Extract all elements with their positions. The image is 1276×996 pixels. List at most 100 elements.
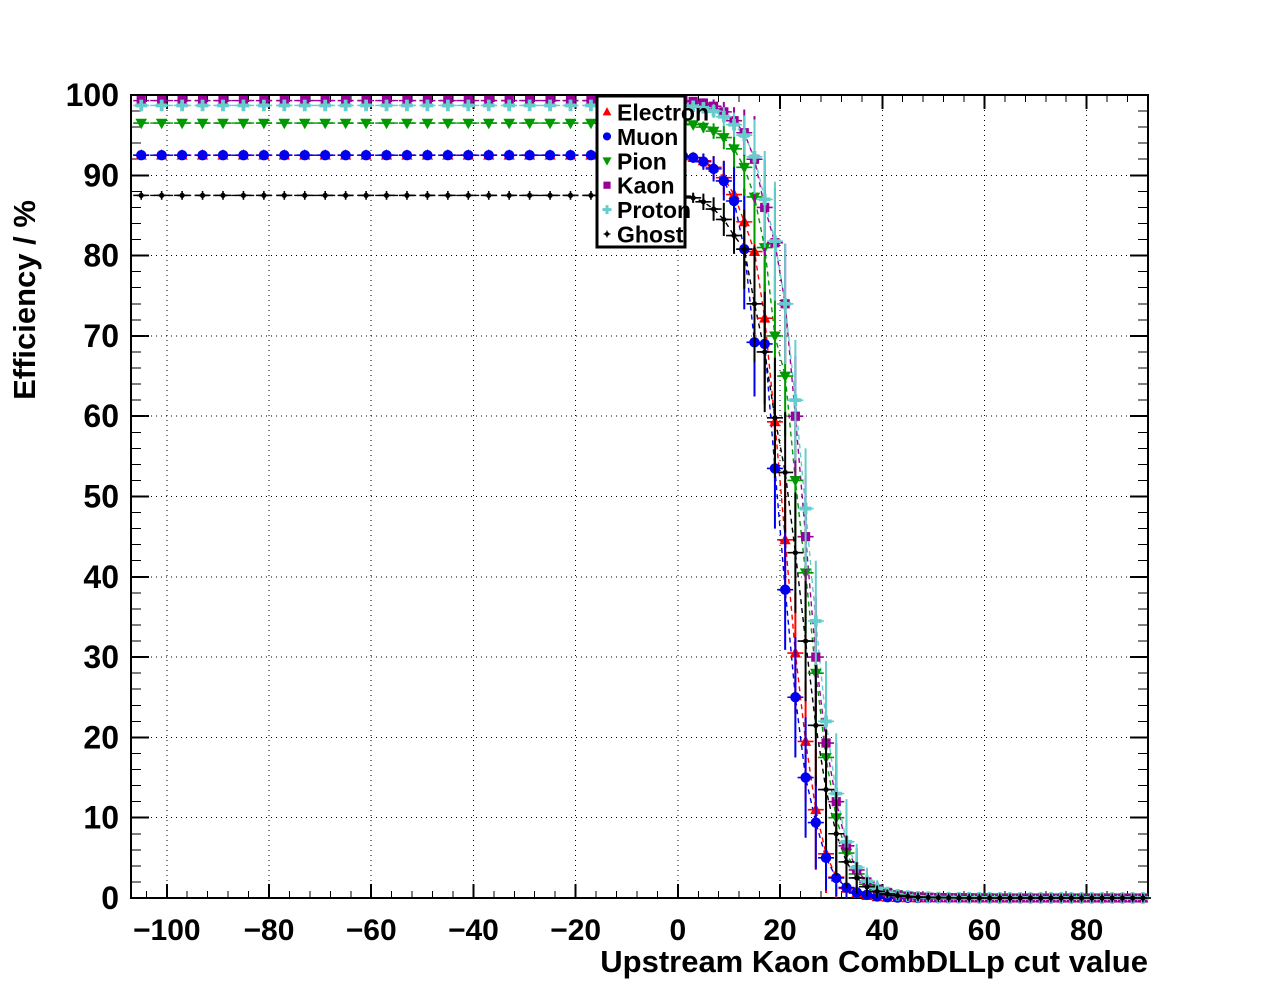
y-tick-label: 0 (101, 880, 119, 916)
marker-dot (770, 413, 780, 423)
marker-dot (760, 347, 770, 357)
marker-dot (320, 190, 330, 200)
marker-triangle-down (135, 118, 148, 130)
marker-dot (198, 190, 207, 200)
legend-item-proton[interactable]: Proton (602, 197, 691, 223)
legend-label: Ghost (617, 222, 684, 248)
marker-triangle-down (319, 118, 332, 130)
marker-star (278, 99, 291, 112)
marker-dot (402, 190, 412, 200)
marker-circle (718, 175, 730, 187)
marker-dot (831, 829, 841, 839)
marker-triangle-down (687, 120, 699, 131)
marker-triangle-down (523, 118, 536, 130)
x-tick-label: −80 (244, 914, 295, 947)
marker-dot (341, 190, 351, 200)
legend-box (595, 94, 687, 249)
marker-circle (360, 150, 372, 161)
marker-dot (964, 893, 974, 903)
marker-dot (504, 190, 514, 200)
legend-item-ghost[interactable]: Ghost (603, 222, 684, 248)
marker-star (523, 99, 536, 112)
marker-triangle-down (401, 118, 413, 130)
legend-item-pion[interactable]: Pion (602, 148, 667, 174)
marker-dot (382, 190, 391, 200)
marker-circle (422, 150, 433, 161)
marker-dot (882, 889, 892, 899)
legend-item-electron[interactable]: Electron (602, 100, 709, 126)
marker-dot (239, 190, 248, 200)
marker-triangle-down (462, 118, 475, 130)
legend-item-kaon[interactable]: Kaon (603, 173, 675, 199)
marker-triangle-down (155, 118, 168, 130)
marker-circle (463, 150, 474, 161)
y-tick-label: 90 (83, 157, 119, 193)
marker-triangle-down (380, 118, 393, 130)
y-tick-label: 50 (83, 479, 119, 515)
marker-dot (842, 857, 851, 867)
marker-triangle-down (258, 118, 270, 130)
marker-dot (739, 244, 749, 254)
marker-dot (259, 190, 269, 200)
legend-item-muon[interactable]: Muon (602, 124, 678, 150)
y-tick-label: 40 (83, 559, 119, 595)
marker-dot (279, 190, 289, 200)
marker-dot (790, 548, 800, 558)
marker-circle (687, 152, 699, 163)
marker-star (707, 105, 720, 117)
marker-star (421, 99, 434, 112)
legend-label: Kaon (617, 173, 675, 199)
marker-circle (401, 150, 413, 161)
marker-circle (728, 195, 740, 207)
marker-dot (177, 190, 187, 200)
y-axis-title: Efficiency / % (7, 200, 42, 400)
marker-star (602, 205, 612, 215)
marker-dot (463, 190, 473, 200)
marker-dot (586, 190, 596, 200)
x-tick-label: 20 (763, 914, 796, 947)
marker-circle (831, 872, 842, 884)
marker-triangle-down (298, 118, 311, 130)
marker-circle (810, 817, 822, 828)
marker-star (758, 193, 771, 206)
marker-star (820, 715, 832, 728)
y-tick-label: 20 (83, 719, 119, 755)
marker-triangle-down (360, 118, 372, 130)
marker-circle (602, 132, 612, 141)
marker-circle (708, 163, 719, 175)
marker-triangle-up (602, 107, 612, 116)
marker-triangle-down (769, 331, 781, 343)
marker-dot (811, 720, 821, 730)
marker-circle (820, 852, 832, 864)
marker-star (462, 99, 475, 112)
marker-star (810, 615, 822, 627)
marker-circle (156, 150, 167, 161)
marker-star (442, 99, 454, 112)
marker-circle (524, 150, 535, 161)
marker-star (319, 99, 332, 112)
axis-ticks: −100 −80 −60 −40 −20 0 20 40 60 80 0 10 20 30 40 50 60 70… (66, 77, 1148, 947)
marker-star (298, 99, 311, 112)
marker-circle (585, 150, 597, 161)
marker-triangle-down (237, 118, 250, 130)
marker-star (769, 235, 781, 247)
marker-star (718, 110, 730, 123)
marker-dot (566, 190, 575, 200)
marker-star (544, 99, 556, 112)
marker-dot (750, 299, 759, 309)
marker-dot (525, 190, 535, 200)
marker-triangle-down (442, 118, 454, 130)
marker-dot (719, 215, 729, 224)
marker-circle (340, 150, 351, 161)
marker-circle (544, 150, 556, 161)
y-tick-label: 30 (83, 639, 119, 675)
x-tick-label: 0 (669, 914, 686, 947)
x-axis-title: Upstream Kaon CombDLLp cut value (600, 944, 1148, 979)
x-tick-label: −100 (133, 914, 201, 947)
marker-dot (729, 231, 739, 240)
marker-star (135, 99, 148, 112)
y-tick-label: 10 (83, 800, 119, 836)
